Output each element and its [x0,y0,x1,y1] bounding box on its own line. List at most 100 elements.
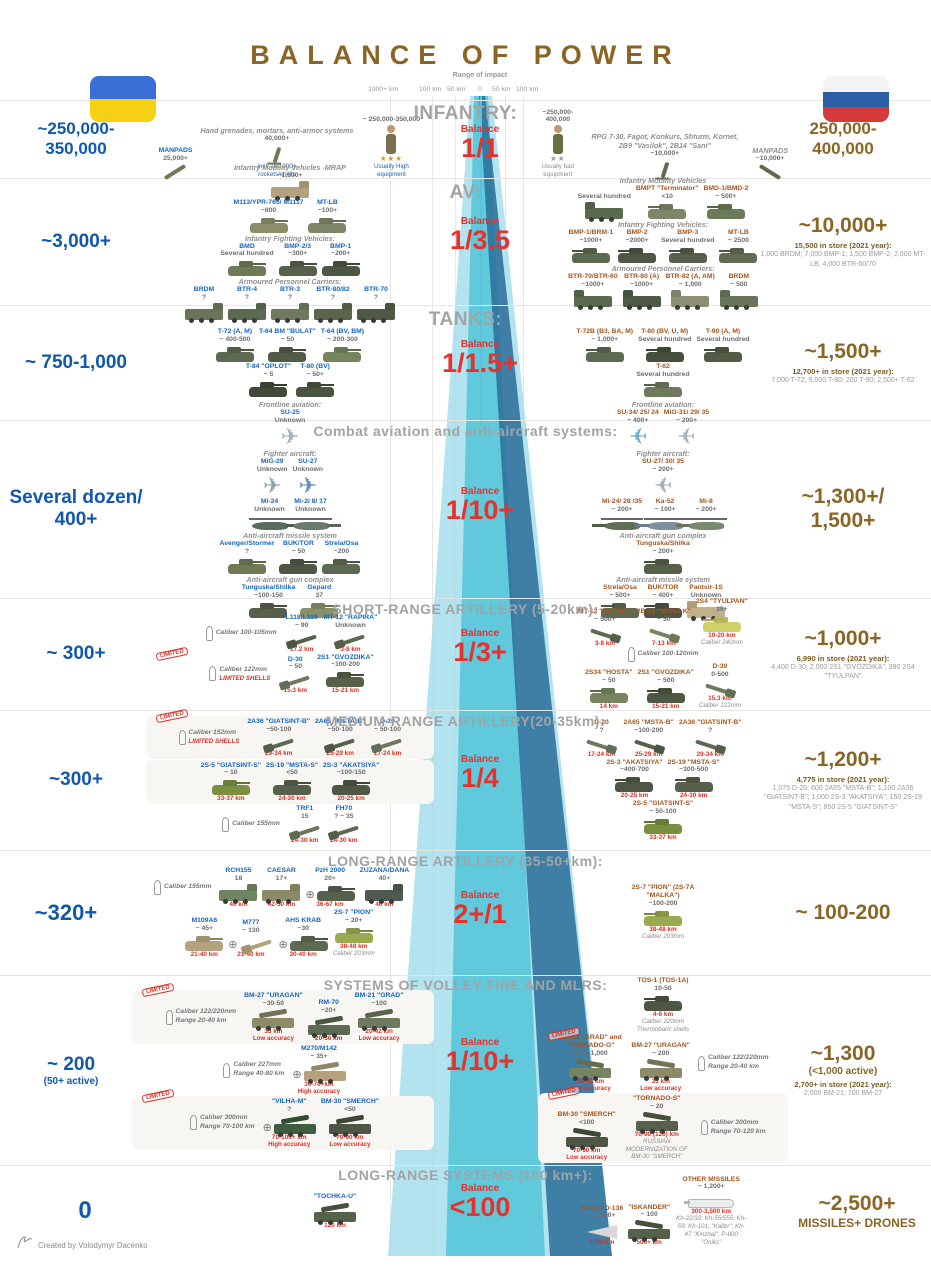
group-items: 40,000+ incl. 160,000+ rockets/shells [200,135,353,178]
caliber-value: Caliber 300mm [710,1119,759,1127]
store-note-title: 12,700+ in store (2021 year): [792,366,894,376]
shell-icon [189,1115,197,1131]
range-label: 29-34 km [696,750,724,758]
equipment-label: BMP-2/3 [284,242,312,250]
equipment-label: Mi-8 [699,498,713,506]
limited-shells-note: LIMITED SHELLS [188,738,240,746]
plane-icon: ✈ [280,424,300,450]
equipment-item: BMP-1/BRM-1 ~1000+ [569,229,613,263]
equipment-count: 15 [301,813,309,821]
equipment-item: AHS KRAB ~30 ⊕ 30-40 km [279,917,328,958]
vehicle-row [647,623,681,642]
equipment-count: ~100-200 [634,726,664,734]
range-label: 70-90 km [572,1147,601,1154]
equipment-group: Anti-aircraft gun complex Tunguska/Shilka… [538,531,788,574]
truck-icon [687,606,725,621]
equipment-item: T-64 BM "BULAT" ~ 50 [259,328,316,362]
section-infantry: INFANTRY: ~250,000- 350,000 MANPADS 25,00… [0,100,931,181]
vehicle-row: ⊕ [305,882,355,902]
tick-100km-right: 100 km [516,86,539,93]
heli-icon [248,517,291,530]
truck-icon [262,890,301,905]
equipment-label: 2S1 "GVOZDIKA" [317,653,374,661]
equipment-group: TOS-1 (TOS-1A) 10-50 4-6 km Caliber 220mm T… [538,977,788,1033]
ukraine-total-sub: (50+ active) [43,1075,99,1087]
group-items: 2S34 "HOSTA" ~ 50 14 km 2S1 "GVOZDIKA" ~ 500… [538,663,788,710]
balance-value: 2+/1 [453,899,507,929]
vehicle-row [219,882,258,905]
equipment-item: BTR-82 (A, AM) ~ 1,000 [666,273,715,310]
equipment-item: BTR-70? [357,286,395,324]
group-header: Infantry Mobility Vehicles [619,176,707,186]
truck-icon [585,208,624,223]
equipment-item: RM-70 ~20+ 20-36 km [307,999,350,1042]
vehicle-row [702,613,741,633]
equipment-group: Hand grenades, mortars, anti-armor syste… [200,126,353,178]
equipment-count: Several hundred [220,250,274,258]
vehicle-row [321,257,360,277]
equipment-count: ~ 2500 [727,236,749,244]
vehicle-row [278,257,317,277]
vehicle-row [687,599,725,621]
group-items: "TOCHKA-U" 120 km [250,1193,420,1229]
tank-icon [644,1000,682,1011]
vehicle-row [644,513,687,530]
vehicle-row [288,820,322,839]
equipment-item: TRF1 15 24-30 km [288,805,322,844]
equipment-group: M113/YPR-765/ M1117 ~800 MT-LB ~100+ [146,199,434,233]
equipment-item: 40,000+ incl. 160,000+ rockets/shells [247,135,307,178]
equipment-item: BUK/TOR ~ 400+ [644,584,682,618]
vehicle-row [322,555,361,574]
equipment-group: Mi-24 Unknown Mi-2/ 8/ 17 Unknown [146,498,434,530]
vehicle-row [601,513,643,530]
heli-icon [685,517,728,530]
launcher-icon [628,1229,671,1243]
vehicle-row [584,734,618,753]
equipment-item: M113/YPR-765/ M1117 ~800 [234,199,303,233]
equipment-label: 2B-16 "NONA-K" [636,608,691,616]
caliber-value: Caliber 122/220mm [707,1054,769,1062]
range-label: 70-90 (120) km [634,1130,679,1138]
caliber-info: Caliber 122mm LIMITED SHELLS [209,666,270,682]
section-long-range-artillery: LONG-RANGE ARTILLERY (35-50+km): ~320+ C… [0,850,931,975]
caliber-value: Caliber 122/220mm [175,1008,237,1016]
equipment-count: ~ 200+ [652,547,674,555]
ukraine-total: ~250,000- 350,000 [37,119,115,158]
vehicle-row [357,301,395,324]
range-label: 500+ km [636,1239,662,1247]
equipment-item: SU-25 Unknown ✈ [275,409,306,448]
vehicle-row [632,734,666,753]
equipment-count: ~200 [333,547,350,555]
equipment-group: Anti-aircraft missile system Avenger/Stor… [146,531,434,574]
group-items: Caliber 100-105mm L118/L119 ~ 90 17.2 km MT-… [146,614,434,653]
equipment-group: LIMITED BM-30 "SMERCH" <100 70-90 km Low acc… [538,1085,788,1163]
caliber-text: Caliber 100-105mm [216,629,277,638]
tank-icon [308,222,347,233]
russia-total: ~1,500+ [804,339,882,363]
range-value: Range 70-120 km [710,1127,766,1135]
tank-icon [323,352,362,362]
store-note-body: 2,000 BM-21; 700 BM-27 [803,1089,883,1097]
equipment-group: 2S-3 "AKATSIYA" ~400-700 20-25 km 2S-19 "MS… [538,759,788,800]
equipment-item: BM-27 "URAGAN" ~30-50 35 km Low accuracy [244,992,303,1042]
equipment-count: ~ 45+ [195,924,213,932]
range-label: 300-3,500 km [691,1208,732,1216]
range-value: Range 20-40 km [707,1063,759,1071]
equipment-item: BMPT "Terminator" <10 [636,185,698,220]
group-header: Armoured Personnel Carriers: [238,277,342,287]
vehicle-row: ⊕ [263,1113,316,1137]
equipment-item: BMP-2/3 ~300+ [278,242,317,277]
tank-icon [674,782,713,793]
group-header: Anti-aircraft missile system [243,530,337,540]
equipment-item: ~10,000+ [650,150,679,179]
equipment-count: ~100-150 [336,769,366,777]
range-label: 70-100+ km [271,1133,307,1141]
caliber-value: Caliber 155mm [163,883,212,891]
equipment-item: 2S-7 "PION" (2S-7A "MALKA") ~100-200 38-48… [627,884,699,940]
group-header: Anti-aircraft gun complex [246,574,334,584]
range-label: 33-37 km [649,834,677,842]
caliber-text: Caliber 122/220mm Range 20-40 km [176,1008,237,1025]
group-header: Anti-aircraft missile system [616,574,710,584]
equipment-item: BM-21 "GRAD" and "TORNADO-G" ~500-1,000 20… [554,1034,626,1092]
equipment-count: ~ 200+ [675,417,698,425]
